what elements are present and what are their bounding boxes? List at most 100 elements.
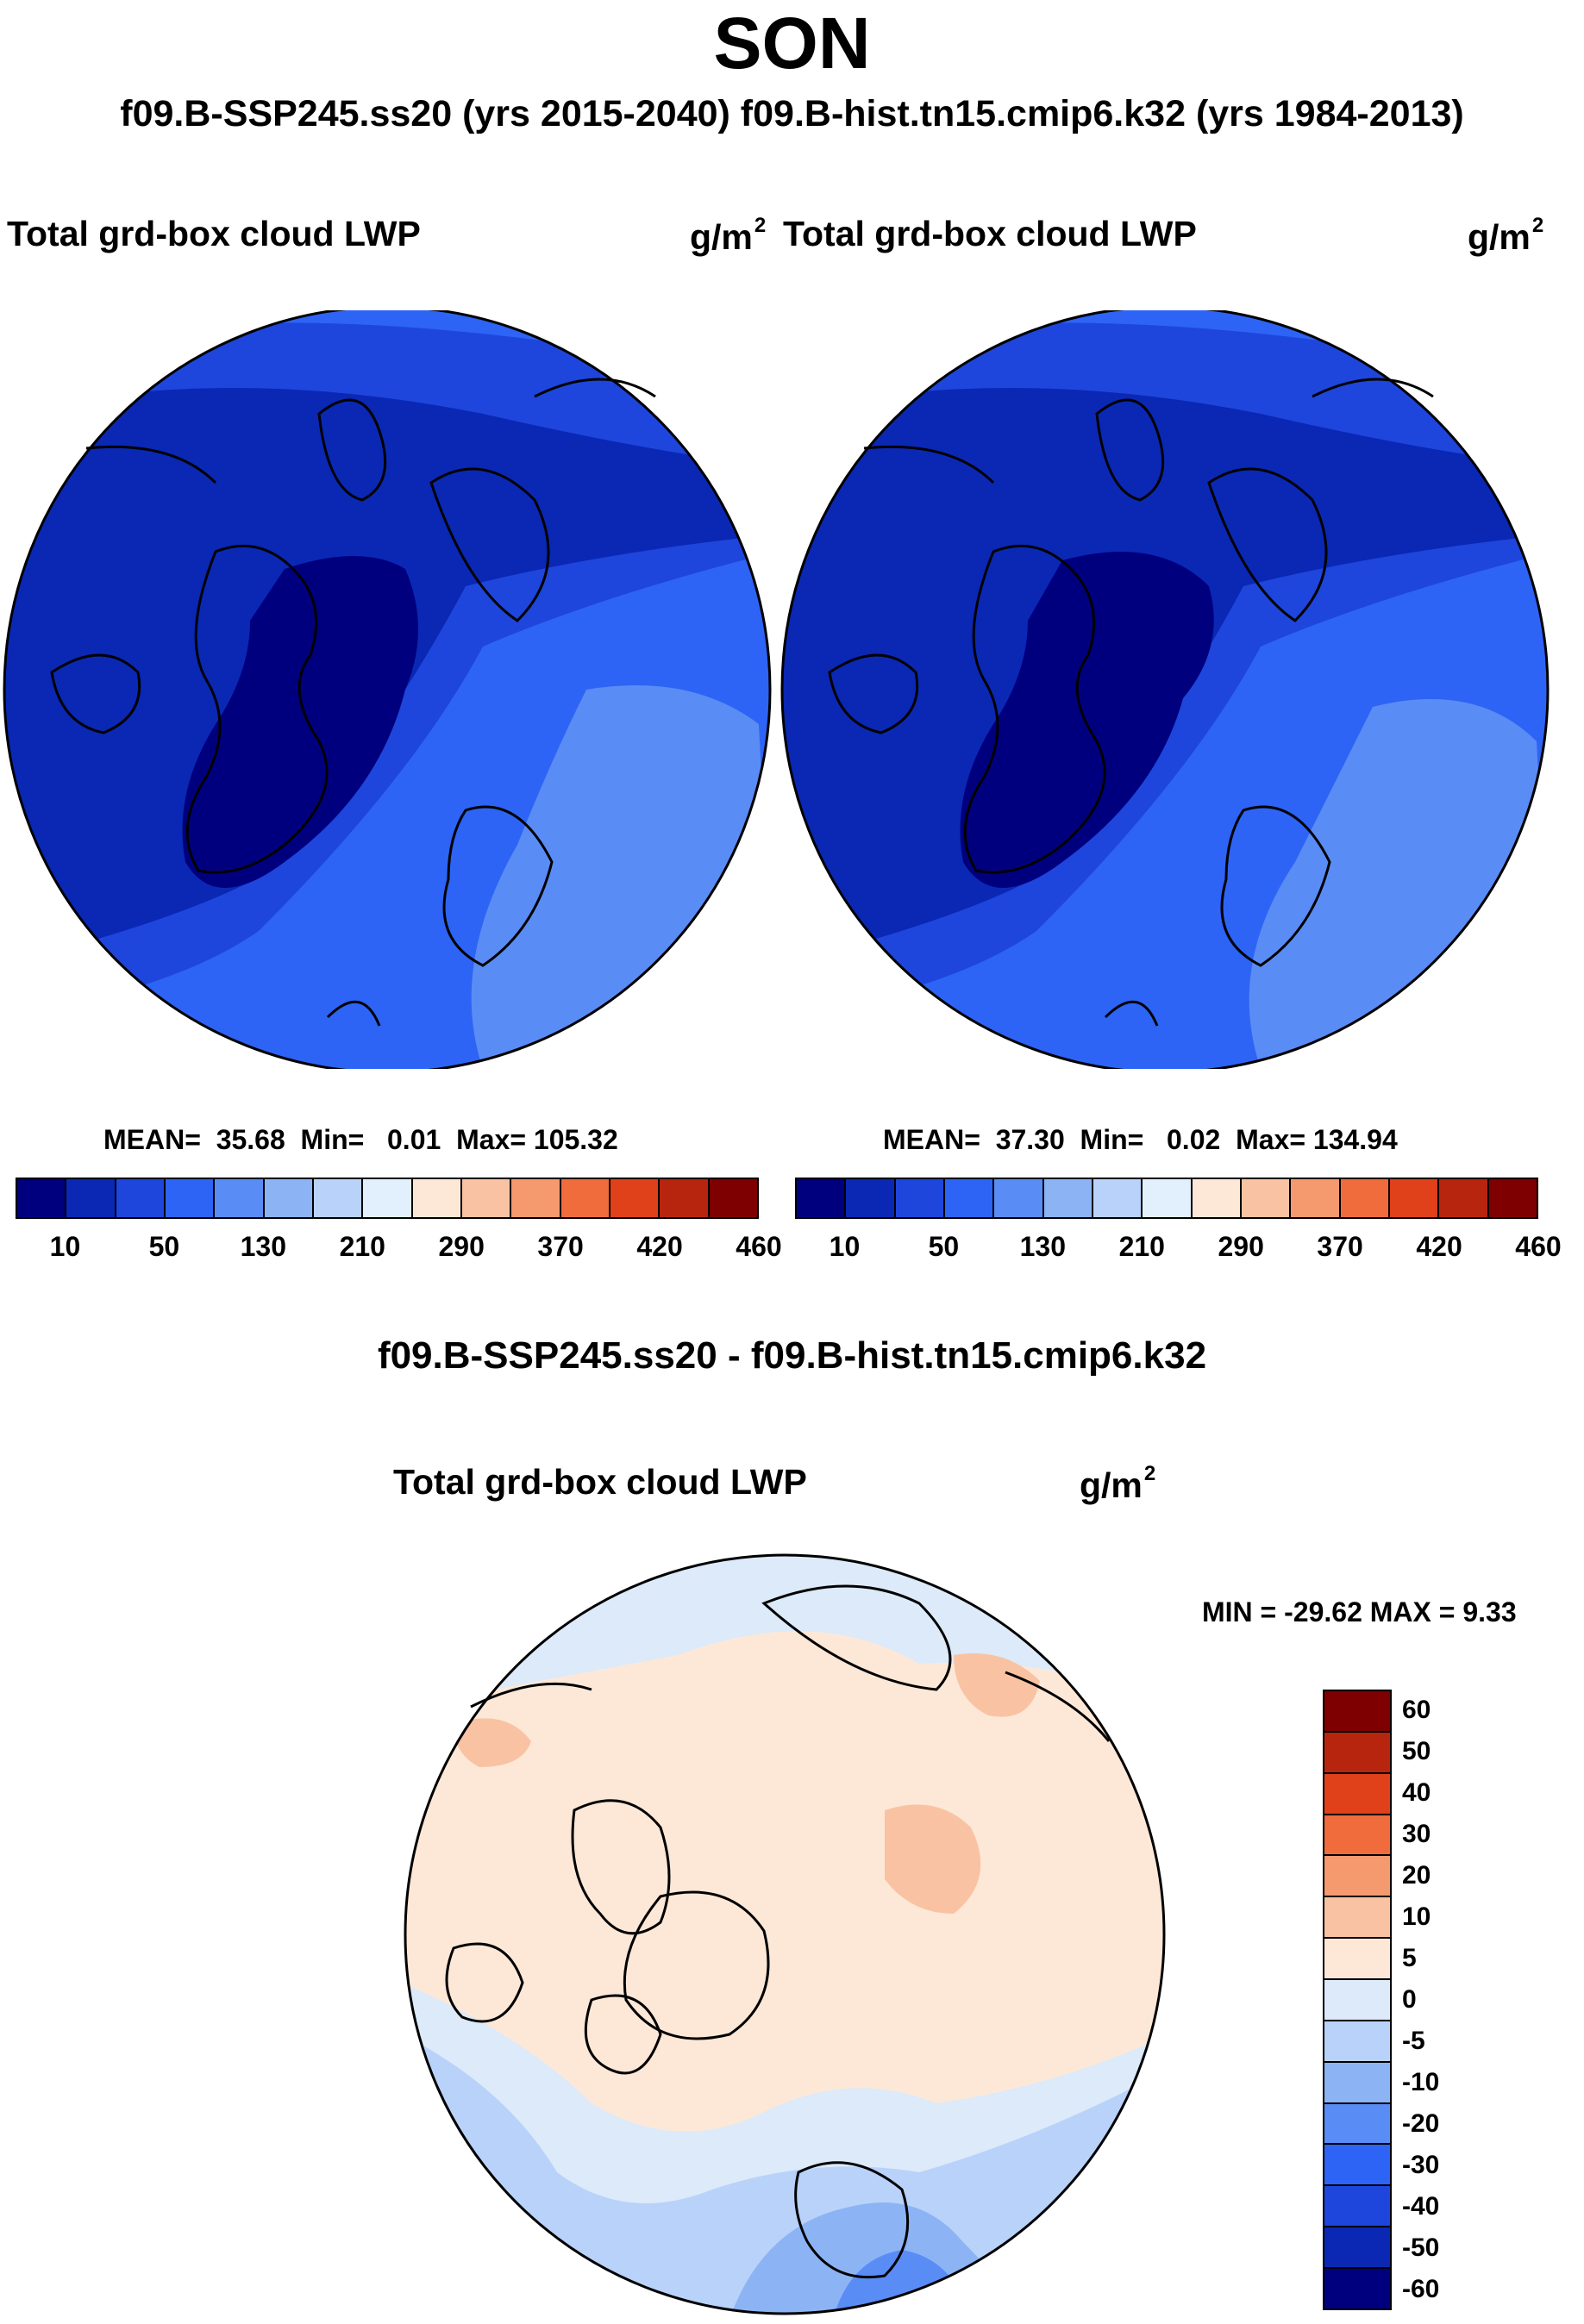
colorbar-tick-label: 370 [537, 1231, 584, 1262]
colorbar-tick-label: 10 [829, 1231, 861, 1262]
right-polar-map [780, 310, 1550, 1069]
colorbar-swatch [1324, 2062, 1390, 2104]
colorbar-tick-label: -5 [1402, 2027, 1425, 2055]
left-polar-map [3, 310, 772, 1069]
map-boundary [404, 1553, 1166, 2315]
left-colorbar-labels: 10 50 130 210 290 370 420 460 [16, 1231, 782, 1265]
diff-panel-units: g/m2 [1080, 1462, 1156, 1505]
colorbar-swatch [165, 1179, 216, 1217]
map-field-pos [885, 1804, 981, 1914]
colorbar-tick-label: 420 [636, 1231, 683, 1262]
right-colorbar [795, 1178, 1538, 1219]
colorbar-swatch [846, 1179, 896, 1217]
season-title: SON [713, 3, 871, 84]
colorbar-tick-label: -20 [1402, 2109, 1440, 2138]
colorbar-swatch [610, 1179, 661, 1217]
colorbar-tick-label: -10 [1402, 2068, 1440, 2096]
colorbar-swatch [1324, 1732, 1390, 1774]
colorbar-swatch [1324, 1980, 1390, 2021]
colorbar-swatch [895, 1179, 945, 1217]
left-panel-title: Total grd-box cloud LWP [7, 214, 421, 253]
difference-polar-map [404, 1553, 1166, 2315]
colorbar-tick-label: 130 [1019, 1231, 1067, 1262]
difference-title: f09.B-SSP245.ss20 - f09.B-hist.tn15.cmip… [377, 1334, 1207, 1377]
colorbar-tick-label: -60 [1402, 2275, 1440, 2303]
difference-colorbar [1323, 1690, 1392, 2310]
colorbar-swatch [1093, 1179, 1143, 1217]
colorbar-swatch [1324, 1856, 1390, 1898]
colorbar-swatch [461, 1179, 512, 1217]
colorbar-tick-label: -30 [1402, 2151, 1440, 2179]
colorbar-swatch [1192, 1179, 1242, 1217]
colorbar-swatch [1340, 1179, 1390, 1217]
colorbar-swatch [1043, 1179, 1093, 1217]
left-panel-units: g/m2 [690, 214, 767, 257]
map-field-core [182, 556, 419, 888]
colorbar-swatch [560, 1179, 610, 1217]
colorbar-swatch [1324, 1815, 1390, 1857]
colorbar-swatch [1291, 1179, 1341, 1217]
colorbar-tick-label: 50 [1402, 1737, 1431, 1765]
colorbar-tick-label: 460 [1515, 1231, 1562, 1262]
run-comparison-header: f09.B-SSP245.ss20 (yrs 2015-2040) f09.B-… [120, 93, 1464, 134]
left-colorbar [16, 1178, 759, 1219]
colorbar-tick-label: 30 [1402, 1820, 1431, 1848]
colorbar-swatch [363, 1179, 413, 1217]
colorbar-swatch [1324, 1773, 1390, 1815]
colorbar-tick-label: 50 [148, 1231, 180, 1262]
colorbar-swatch [1439, 1179, 1489, 1217]
colorbar-tick-label: 420 [1416, 1231, 1462, 1262]
right-colorbar-labels: 10 50 130 210 290 370 420 460 [795, 1231, 1562, 1265]
colorbar-swatch [1241, 1179, 1292, 1217]
colorbar-swatch [994, 1179, 1044, 1217]
right-panel-units: g/m2 [1468, 214, 1544, 257]
colorbar-swatch [511, 1179, 561, 1217]
colorbar-swatch [116, 1179, 166, 1217]
map-field-pos [454, 1718, 531, 1767]
coastlines [50, 378, 656, 1027]
colorbar-swatch [313, 1179, 364, 1217]
map-boundary [3, 310, 772, 1069]
colorbar-swatch [1324, 1939, 1390, 1981]
colorbar-swatch [797, 1179, 847, 1217]
map-boundary [780, 310, 1550, 1069]
colorbar-swatch [215, 1179, 265, 1217]
colorbar-tick-label: 5 [1402, 1944, 1417, 1972]
diff-panel-title: Total grd-box cloud LWP [393, 1462, 807, 1502]
colorbar-tick-label: 50 [928, 1231, 960, 1262]
colorbar-swatch [1389, 1179, 1440, 1217]
map-field-neg-moderate [405, 2034, 1164, 2314]
colorbar-swatch [1488, 1179, 1537, 1217]
colorbar-tick-label: 460 [736, 1231, 782, 1262]
colorbar-tick-label: -40 [1402, 2192, 1440, 2221]
colorbar-tick-label: 60 [1402, 1696, 1431, 1724]
coastlines [828, 378, 1434, 1027]
colorbar-tick-label: 290 [438, 1231, 485, 1262]
colorbar-swatch [1324, 1691, 1390, 1733]
colorbar-swatch [66, 1179, 116, 1217]
colorbar-swatch [944, 1179, 995, 1217]
colorbar-swatch [412, 1179, 462, 1217]
colorbar-tick-label: 290 [1218, 1231, 1264, 1262]
colorbar-tick-label: 10 [49, 1231, 81, 1262]
difference-colorbar-labels: 60 50 40 30 20 10 5 0 -5 -10 -20 -30 -40 -50 -60 [1402, 1690, 1506, 2310]
right-stats: MEAN= 37.30 Min= 0.02 Max= 134.94 [883, 1124, 1398, 1155]
colorbar-swatch [1324, 2145, 1390, 2187]
colorbar-tick-label: 10 [1402, 1902, 1431, 1931]
colorbar-swatch [660, 1179, 710, 1217]
colorbar-tick-label: 40 [1402, 1778, 1431, 1807]
right-panel-title: Total grd-box cloud LWP [783, 214, 1197, 253]
colorbar-swatch [1324, 2269, 1390, 2308]
colorbar-swatch [1324, 2186, 1390, 2228]
colorbar-tick-label: 370 [1317, 1231, 1363, 1262]
left-stats: MEAN= 35.68 Min= 0.01 Max= 105.32 [103, 1124, 618, 1155]
map-field-pos [954, 1653, 1040, 1717]
colorbar-swatch [17, 1179, 67, 1217]
colorbar-tick-label: 0 [1402, 1985, 1417, 2014]
colorbar-swatch [1324, 2021, 1390, 2063]
colorbar-swatch [1143, 1179, 1193, 1217]
colorbar-tick-label: 210 [339, 1231, 385, 1262]
colorbar-swatch [1324, 2227, 1390, 2270]
colorbar-tick-label: 130 [240, 1231, 287, 1262]
diff-minmax: MIN = -29.62 MAX = 9.33 [1202, 1596, 1517, 1627]
